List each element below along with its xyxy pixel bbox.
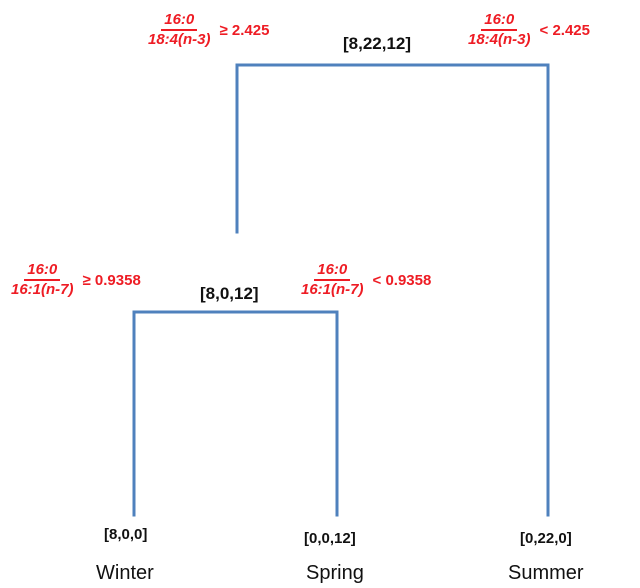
root-node-counts: [8,22,12] [343,34,412,53]
root-split-edge [235,63,550,517]
fraction-numerator: 16:0 [481,12,518,31]
inner-left-rule: 16:0 16:1(n-7) ≥ 0.9358 [8,262,141,298]
leaf-winter-class: Winter [96,562,154,584]
inner-node-counts: [8,0,12] [200,284,259,303]
leaf-summer-counts: [0,22,0] [520,530,572,547]
root-right-rule: 16:0 18:4(n-3) < 2.425 [465,12,590,48]
fraction-numerator: 16:0 [24,262,61,281]
fraction-denominator: 18:4(n-3) [468,31,531,48]
leaf-winter-counts: [8,0,0] [104,526,148,543]
fraction-numerator: 16:0 [314,262,351,281]
fraction-numerator: 16:0 [161,12,198,31]
inner-left-fraction: 16:0 16:1(n-7) [8,262,77,298]
leaf-spring-counts: [0,0,12] [304,530,356,547]
leaf-summer-class: Summer [508,562,584,584]
fraction-denominator: 16:1(n-7) [11,281,74,298]
root-left-fraction: 16:0 18:4(n-3) [145,12,214,48]
inner-right-rule: 16:0 16:1(n-7) < 0.9358 [298,262,431,298]
leaf-spring-class: Spring [306,562,364,584]
root-left-threshold: ≥ 2.425 [219,21,270,39]
fraction-denominator: 16:1(n-7) [301,281,364,298]
root-left-rule: 16:0 18:4(n-3) ≥ 2.425 [145,12,269,48]
inner-left-threshold: ≥ 0.9358 [82,271,141,289]
root-right-threshold: < 2.425 [539,21,590,39]
inner-right-threshold: < 0.9358 [372,271,432,289]
fraction-denominator: 18:4(n-3) [148,31,211,48]
root-right-fraction: 16:0 18:4(n-3) [465,12,534,48]
inner-right-fraction: 16:0 16:1(n-7) [298,262,367,298]
inner-split-edge [132,310,339,517]
